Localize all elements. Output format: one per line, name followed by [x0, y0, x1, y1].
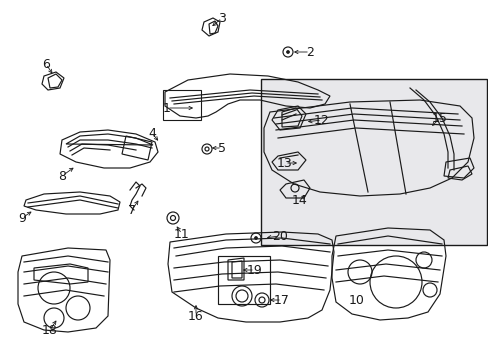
Bar: [218, 256, 269, 304]
Text: 8: 8: [58, 170, 66, 183]
Text: 4: 4: [148, 126, 156, 140]
Text: 3: 3: [218, 12, 225, 24]
Text: 7: 7: [128, 203, 136, 216]
Text: 15: 15: [431, 112, 447, 125]
Circle shape: [286, 50, 289, 54]
Text: 18: 18: [42, 324, 58, 337]
Text: 11: 11: [174, 228, 189, 240]
Text: 20: 20: [271, 230, 287, 243]
Text: 2: 2: [305, 45, 313, 59]
Circle shape: [254, 237, 257, 239]
Text: 16: 16: [188, 310, 203, 323]
Text: 9: 9: [18, 212, 26, 225]
Text: 19: 19: [246, 264, 263, 276]
Text: 1: 1: [163, 102, 171, 114]
Text: 12: 12: [313, 113, 329, 126]
Text: 17: 17: [273, 293, 289, 306]
Bar: [163, 90, 201, 120]
Bar: [261, 79, 486, 245]
Text: 5: 5: [218, 141, 225, 154]
Text: 13: 13: [277, 157, 292, 170]
Text: 6: 6: [42, 58, 50, 71]
Text: 14: 14: [291, 194, 307, 207]
Text: 10: 10: [348, 293, 364, 306]
